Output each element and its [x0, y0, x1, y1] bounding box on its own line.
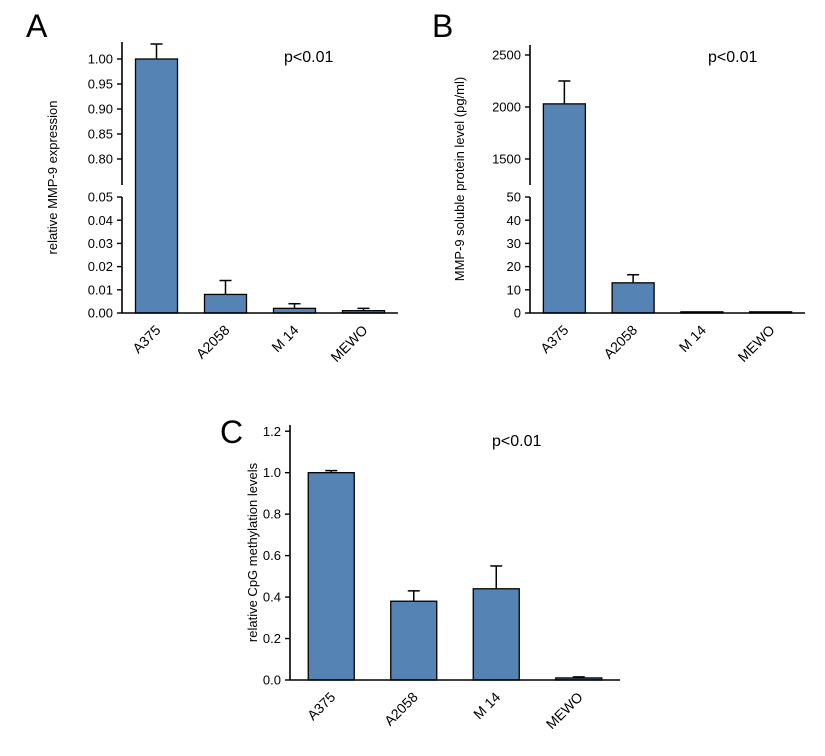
- category-label: A375: [537, 322, 572, 357]
- y-tick-label: 2000: [492, 100, 521, 115]
- category-label: M 14: [676, 322, 709, 355]
- y-tick-label: 30: [507, 236, 521, 251]
- y-tick-label: 0.00: [88, 306, 113, 321]
- y-tick-label: 10: [507, 282, 521, 297]
- y-tick-label: 0.02: [88, 259, 113, 274]
- panel-a-letter: A: [26, 8, 48, 44]
- y-tick-label: 0.01: [88, 282, 113, 297]
- category-label: A2058: [600, 322, 640, 362]
- category-label: A375: [129, 322, 164, 357]
- y-tick-label: 0.04: [88, 213, 113, 228]
- y-tick-label: 1.00: [88, 52, 113, 67]
- y-tick-label: 40: [507, 213, 521, 228]
- category-label: M 14: [268, 322, 301, 355]
- panel-c-pvalue: p<0.01: [492, 433, 542, 450]
- category-label: MEWO: [543, 689, 586, 732]
- y-tick-label: 1500: [492, 152, 521, 167]
- category-label: A375: [304, 689, 339, 724]
- category-label: M 14: [470, 689, 503, 722]
- category-label: MEWO: [735, 322, 778, 365]
- y-axis-title: relative MMP-9 expression: [45, 101, 60, 255]
- y-tick-label: 2500: [492, 48, 521, 63]
- bar-A2058: [390, 600, 438, 681]
- y-tick-label: 0.8: [263, 507, 281, 522]
- panel-b-letter: B: [432, 8, 454, 44]
- bar-A375: [542, 103, 587, 314]
- y-tick-label: 0: [514, 306, 521, 321]
- category-label: A2058: [381, 689, 421, 729]
- bar-A375: [134, 58, 179, 314]
- bar-A375: [307, 472, 355, 681]
- y-tick-label: 0.2: [263, 631, 281, 646]
- y-tick-label: 0.85: [88, 127, 113, 142]
- category-label: MEWO: [327, 322, 370, 365]
- y-tick-label: 1.2: [263, 424, 281, 439]
- bar-A2058: [203, 293, 248, 314]
- y-tick-label: 0.90: [88, 102, 113, 117]
- y-tick-label: 0.6: [263, 548, 281, 563]
- y-tick-label: 50: [507, 190, 521, 205]
- panel-a-pvalue: p<0.01: [284, 49, 334, 66]
- panel-b-pvalue: p<0.01: [708, 49, 758, 66]
- y-tick-label: 0.80: [88, 152, 113, 167]
- category-label: A2058: [193, 322, 233, 362]
- y-axis-title: MMP-9 soluble protein level (pg/ml): [452, 77, 467, 281]
- y-tick-label: 0.4: [263, 590, 281, 605]
- y-tick-label: 0.95: [88, 77, 113, 92]
- y-tick-label: 0.03: [88, 236, 113, 251]
- y-tick-label: 1.0: [263, 465, 281, 480]
- bar-M 14: [472, 588, 520, 681]
- bar-A2058: [611, 282, 655, 314]
- y-tick-label: 0.05: [88, 190, 113, 205]
- panel-c-letter: C: [220, 414, 244, 450]
- y-axis-title: relative CpG methylation levels: [245, 462, 260, 642]
- y-tick-label: 0.0: [263, 673, 281, 688]
- y-tick-label: 20: [507, 259, 521, 274]
